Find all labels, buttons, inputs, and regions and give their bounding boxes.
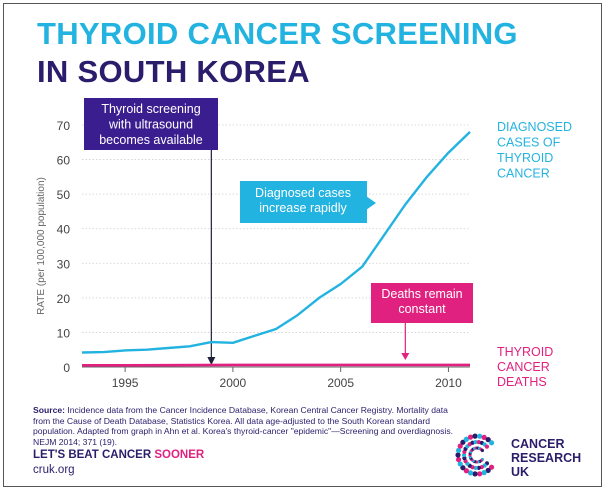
logo-dot [484, 444, 490, 449]
series-label-deaths: THYROID [497, 345, 553, 359]
logo-dot [463, 436, 469, 442]
y-tick-label: 10 [57, 326, 71, 340]
logo-dot [461, 452, 467, 458]
logo-dot [455, 452, 461, 458]
logo-line-2: RESEARCH [511, 451, 582, 465]
logo-dot [481, 434, 487, 440]
logo-line-1: CANCER [511, 437, 565, 451]
series-label-deaths: DEATHS [497, 375, 547, 389]
callout-line-deaths: Deaths remain [381, 287, 462, 301]
logo-line-3: UK [511, 465, 530, 479]
cancer-research-logo-icon [455, 433, 495, 477]
y-axis-label: RATE (per 100,000 population) [36, 177, 47, 315]
x-tick-label: 2010 [435, 376, 462, 390]
source-note: Source: Incidence data from the Cancer I… [33, 405, 453, 447]
y-tick-label: 30 [57, 257, 71, 271]
callout-line-cases: increase rapidly [259, 201, 347, 215]
logo-dot [462, 456, 467, 461]
callout-arrowhead-deaths [401, 353, 410, 360]
y-tick-label: 0 [63, 361, 70, 375]
callout-box-cases [240, 181, 367, 223]
title-line-2: IN SOUTH KOREA [37, 54, 310, 89]
source-text: Incidence data from the Cancer Incidence… [33, 405, 454, 447]
logo-dot [467, 434, 474, 440]
annotation-box [84, 98, 218, 150]
logo-dot [480, 448, 484, 453]
y-tick-label: 60 [57, 154, 71, 168]
logo-dot [485, 437, 491, 443]
x-tick-label: 2000 [220, 376, 247, 390]
source-label: Source: [33, 405, 65, 415]
annotation-line: with ultrasound [108, 118, 193, 132]
x-tick-label: 2005 [327, 376, 354, 390]
logo-dot [463, 468, 469, 474]
logo-dot [460, 465, 466, 471]
logo-dot [477, 471, 483, 477]
logo-dot [477, 433, 483, 439]
logo-dot [467, 470, 474, 476]
logo-dot [472, 433, 478, 439]
logo-dot [481, 470, 487, 476]
series-label-diagnosed: DIAGNOSED [497, 120, 572, 134]
logo-dot [488, 440, 495, 446]
callout-line-cases: Diagnosed cases [255, 186, 351, 200]
y-tick-label: 40 [57, 223, 71, 237]
logo-dot [488, 464, 495, 470]
callout-box-deaths [371, 283, 473, 323]
logo-dot [473, 439, 478, 445]
logo-dot [460, 439, 466, 445]
logo-dot [485, 467, 491, 473]
tagline-accent: SOONER [154, 449, 205, 461]
infographic-frame: THYROID CANCER SCREENING IN SOUTH KOREA [3, 3, 602, 487]
logo-text: CANCER RESEARCH UK [511, 437, 581, 479]
logo-dot [472, 471, 478, 477]
logo-dot [457, 443, 463, 449]
y-tick-label: 70 [57, 119, 71, 133]
website-link[interactable]: cruk.org [33, 464, 75, 476]
annotation-line: becomes available [99, 133, 203, 147]
logo-dot [455, 447, 462, 454]
tagline: LET'S BEAT CANCER SOONER [33, 449, 204, 461]
logo-dot [455, 456, 462, 463]
series-label-diagnosed: THYROID [497, 151, 553, 165]
series-label-deaths: CANCER [497, 360, 550, 374]
annotation-arrowhead [207, 357, 216, 365]
series-label-diagnosed: CASES OF [497, 136, 561, 150]
callout-pointer-cases [366, 196, 376, 210]
tagline-main: LET'S BEAT CANCER [33, 449, 155, 461]
annotation-line: Thyroid screening [101, 102, 200, 116]
logo-dot [457, 461, 463, 467]
series-label-diagnosed: CANCER [497, 167, 550, 181]
y-tick-label: 20 [57, 292, 71, 306]
y-tick-label: 50 [57, 188, 71, 202]
callout-line-deaths: constant [398, 302, 446, 316]
x-tick-label: 1995 [112, 376, 139, 390]
title-line-1: THYROID CANCER SCREENING [37, 16, 518, 51]
logo-dot [476, 465, 481, 470]
series-line-0 [81, 131, 471, 354]
